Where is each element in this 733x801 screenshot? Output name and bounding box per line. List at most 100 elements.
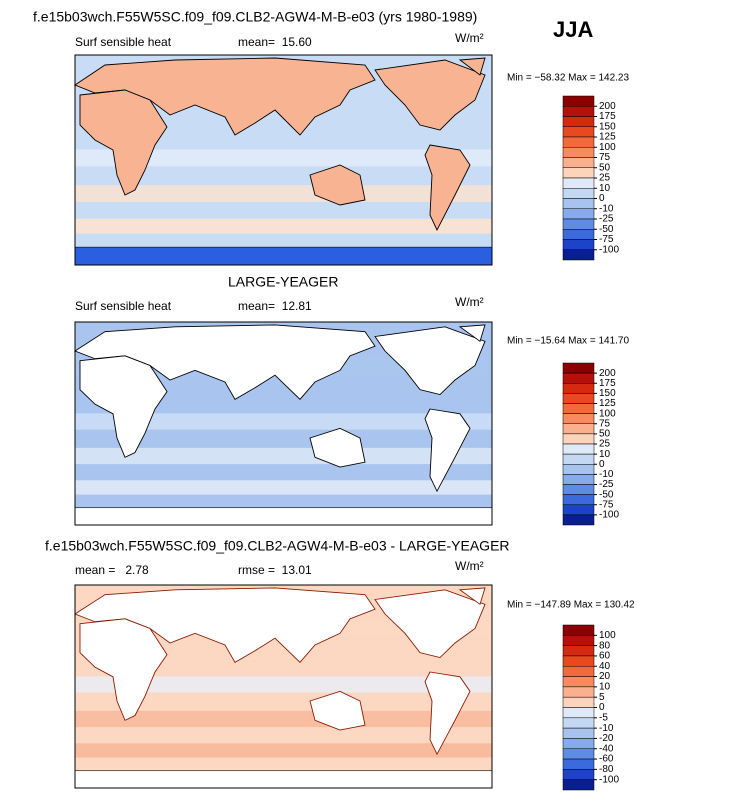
colorbar-label: -50	[599, 224, 614, 235]
colorbar-label: 10	[599, 449, 611, 460]
colorbar-label: 50	[599, 162, 611, 173]
colorbar-label: 100	[599, 142, 616, 153]
colorbar-box	[562, 666, 595, 677]
colorbar-label: 0	[599, 193, 605, 204]
variable-label: Surf sensible heat	[75, 35, 172, 49]
map-south	[74, 507, 493, 526]
stat-label: mean = 2.78	[75, 563, 149, 577]
colorbar-box	[562, 514, 595, 526]
colorbar-box	[562, 157, 595, 168]
range-label: Min = −147.89 Max = 130.42	[507, 600, 635, 611]
stat-label: mean= 15.60	[238, 35, 312, 49]
colorbar-label: 150	[599, 388, 616, 399]
map-band	[75, 710, 492, 728]
range-label: Min = −58.32 Max = 142.23	[507, 73, 629, 84]
colorbar-box	[562, 676, 595, 688]
colorbar-label: 150	[599, 121, 616, 132]
colorbar-label: 5	[599, 692, 605, 703]
colorbar-label: -75	[599, 234, 614, 245]
colorbar-box	[562, 433, 595, 445]
colorbar-label: -25	[599, 479, 614, 490]
colorbar-box	[562, 106, 595, 117]
map-frame	[74, 54, 493, 266]
colorbar-label: 25	[599, 173, 611, 184]
colorbar-box	[562, 635, 595, 646]
colorbar-box	[562, 727, 595, 739]
colorbar-box	[562, 504, 595, 516]
colorbar-label: 125	[599, 132, 616, 143]
colorbar-label: -100	[599, 510, 619, 521]
colorbar-label: 50	[599, 429, 611, 440]
stat-label: mean= 12.81	[238, 299, 312, 313]
colorbar-box	[562, 717, 595, 729]
colorbar-label: 40	[599, 661, 611, 672]
colorbar-label: -10	[599, 203, 614, 214]
colorbar-box	[562, 403, 595, 414]
colorbar-box	[562, 494, 595, 505]
colorbar-box	[562, 769, 595, 780]
colorbar-label: -80	[599, 764, 614, 775]
colorbar-label: -40	[599, 743, 614, 754]
colorbar-box	[562, 645, 595, 657]
colorbar-label: -10	[599, 723, 614, 734]
range-label: Min = −15.64 Max = 141.70	[507, 336, 629, 347]
colorbar-box	[562, 474, 595, 485]
colorbar-label: 0	[599, 459, 605, 470]
map-band	[75, 185, 492, 202]
colorbar-label: 75	[599, 152, 611, 163]
colorbar-box	[562, 393, 595, 404]
map-band	[75, 480, 492, 495]
colorbar-label: 100	[599, 408, 616, 419]
colorbar-box	[562, 655, 595, 667]
map	[74, 321, 493, 526]
colorbar-label: 10	[599, 183, 611, 194]
units-label: W/m²	[455, 31, 484, 45]
colorbar-label: 100	[599, 630, 616, 641]
season-label: JJA	[553, 17, 593, 42]
units-label: W/m²	[455, 559, 484, 573]
variable-label: Surf sensible heat	[75, 299, 172, 313]
map	[74, 54, 493, 266]
colorbar-box	[562, 372, 595, 384]
colorbar-label: -50	[599, 489, 614, 500]
colorbar-label: 175	[599, 111, 616, 122]
map-band	[75, 743, 492, 758]
panel-title: LARGE-YEAGER	[228, 274, 338, 290]
colorbar-label: 125	[599, 398, 616, 409]
colorbar-label: 25	[599, 439, 611, 450]
colorbar-box	[562, 177, 595, 189]
colorbar-box	[562, 779, 595, 791]
colorbar-box	[562, 484, 595, 495]
colorbar-box	[562, 738, 595, 749]
colorbar-label: -20	[599, 733, 614, 744]
colorbar-box	[562, 413, 595, 424]
map-band	[75, 676, 492, 693]
colorbar-box	[562, 383, 595, 394]
colorbar-label: 200	[599, 368, 616, 379]
map	[74, 584, 493, 789]
colorbar-label: 10	[599, 682, 611, 693]
colorbar-box	[562, 249, 595, 261]
panel-title: f.e15b03wch.F55W5SC.f09_f09.CLB2-AGW4-M-…	[33, 9, 477, 25]
colorbar-box	[562, 696, 595, 708]
colorbar-label: -25	[599, 214, 614, 225]
colorbar-label: 20	[599, 671, 611, 682]
map-frame	[74, 584, 493, 789]
map-band	[75, 447, 492, 465]
colorbar-box	[562, 126, 595, 138]
map-south	[74, 246, 493, 266]
map-band	[75, 218, 492, 234]
map-band	[75, 413, 492, 430]
colorbar-box	[562, 198, 595, 209]
colorbar-box	[562, 453, 595, 465]
colorbar-label: 60	[599, 651, 611, 662]
colorbar-box	[562, 95, 595, 107]
colorbar-box	[562, 147, 595, 158]
colorbar-box	[562, 758, 595, 770]
map-frame	[74, 321, 493, 526]
panel-title: f.e15b03wch.F55W5SC.f09_f09.CLB2-AGW4-M-…	[45, 538, 510, 554]
colorbar-label: -100	[599, 244, 619, 255]
colorbar-box	[562, 188, 595, 199]
map-band	[75, 149, 492, 167]
